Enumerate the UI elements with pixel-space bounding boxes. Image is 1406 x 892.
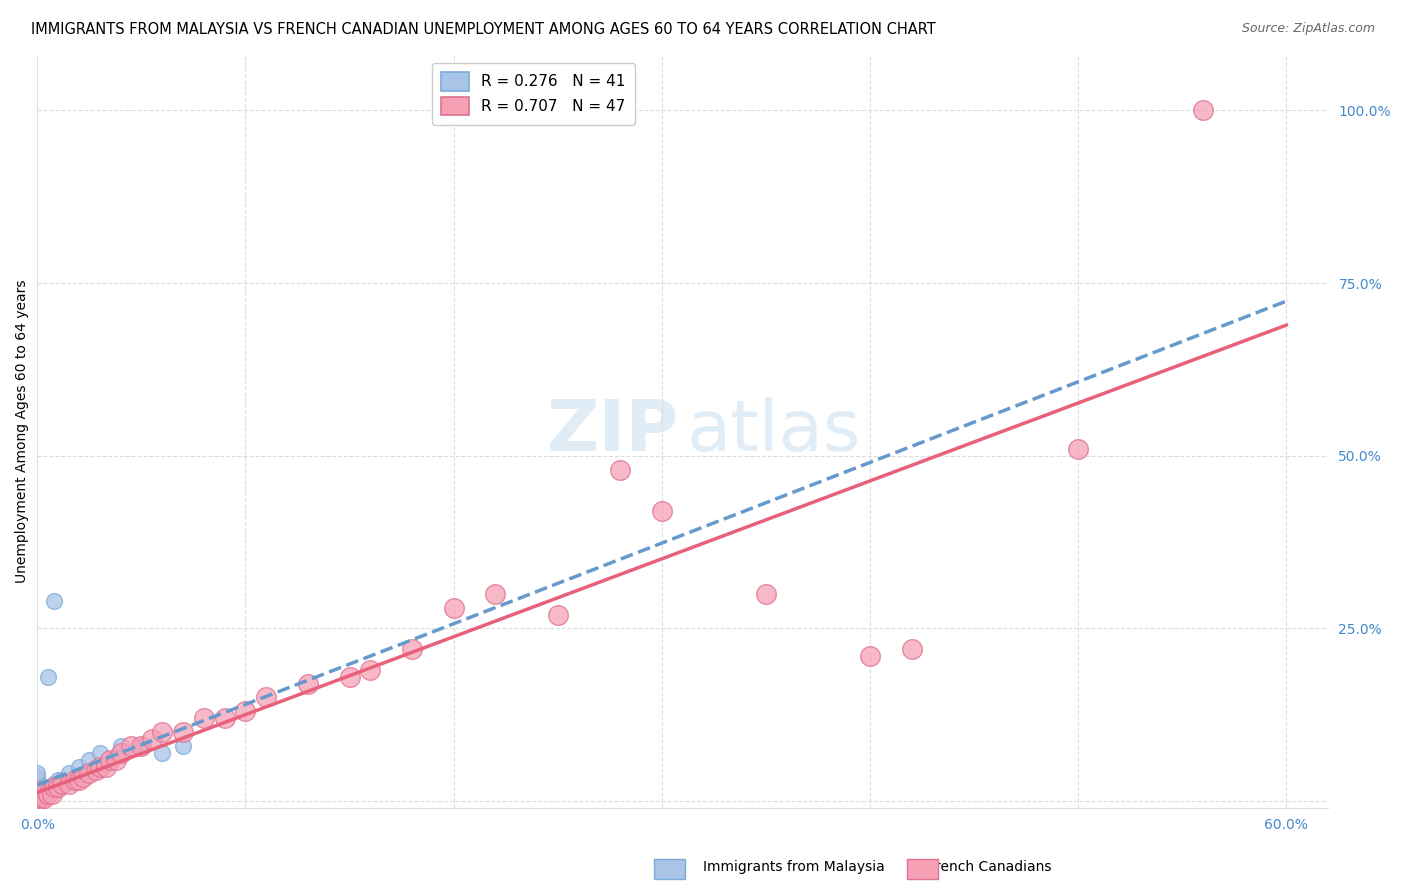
- Point: [72, 770, 94, 784]
- Point: [37, 787, 59, 801]
- Text: Source: ZipAtlas.com: Source: ZipAtlas.com: [1241, 22, 1375, 36]
- Legend: R = 0.276   N = 41, R = 0.707   N = 47: R = 0.276 N = 41, R = 0.707 N = 47: [432, 62, 634, 125]
- Text: French Canadians: French Canadians: [928, 860, 1052, 874]
- Point: [67, 773, 90, 788]
- Point: [42, 777, 65, 791]
- Point: [27, 789, 49, 803]
- Point: [27, 770, 49, 784]
- Point: [609, 462, 631, 476]
- Point: [27, 794, 49, 808]
- Point: [27, 794, 49, 808]
- Point: [484, 587, 506, 601]
- Point: [172, 725, 194, 739]
- Point: [46, 780, 69, 795]
- Point: [1067, 442, 1090, 456]
- Point: [150, 725, 173, 739]
- Point: [32, 780, 55, 795]
- Point: [94, 759, 117, 773]
- Point: [58, 777, 80, 791]
- Point: [32, 790, 55, 805]
- Point: [651, 504, 673, 518]
- Point: [27, 780, 49, 795]
- Text: IMMIGRANTS FROM MALAYSIA VS FRENCH CANADIAN UNEMPLOYMENT AMONG AGES 60 TO 64 YEA: IMMIGRANTS FROM MALAYSIA VS FRENCH CANAD…: [31, 22, 935, 37]
- Point: [859, 648, 882, 663]
- Point: [27, 794, 49, 808]
- Point: [110, 739, 132, 753]
- Point: [1192, 103, 1215, 118]
- Point: [297, 676, 319, 690]
- Point: [51, 777, 73, 791]
- Point: [32, 790, 55, 805]
- Point: [27, 794, 49, 808]
- Point: [46, 780, 69, 795]
- Point: [27, 794, 49, 808]
- Point: [31, 787, 53, 801]
- Point: [131, 739, 153, 753]
- Point: [27, 794, 49, 808]
- Point: [27, 777, 49, 791]
- Point: [46, 773, 69, 788]
- Point: [339, 670, 361, 684]
- Point: [110, 746, 132, 760]
- Point: [27, 794, 49, 808]
- Point: [38, 780, 60, 795]
- Point: [98, 753, 121, 767]
- Point: [67, 759, 90, 773]
- Point: [37, 783, 59, 797]
- Point: [27, 787, 49, 801]
- Point: [79, 753, 101, 767]
- Point: [150, 746, 173, 760]
- Point: [27, 790, 49, 805]
- Point: [755, 587, 778, 601]
- Point: [900, 642, 922, 657]
- Point: [41, 787, 63, 801]
- Point: [27, 790, 49, 805]
- Point: [27, 783, 49, 797]
- Point: [42, 780, 65, 795]
- Point: [27, 794, 49, 808]
- Point: [547, 607, 569, 622]
- Point: [172, 739, 194, 753]
- Point: [131, 739, 153, 753]
- Point: [193, 711, 215, 725]
- Point: [27, 794, 49, 808]
- Point: [27, 773, 49, 788]
- Point: [214, 711, 236, 725]
- Point: [254, 690, 277, 705]
- Text: atlas: atlas: [686, 397, 860, 466]
- Point: [37, 670, 59, 684]
- Point: [89, 759, 111, 773]
- Point: [63, 773, 86, 788]
- Point: [51, 773, 73, 788]
- Point: [58, 766, 80, 780]
- Point: [27, 780, 49, 795]
- Point: [27, 787, 49, 801]
- Point: [27, 794, 49, 808]
- Point: [27, 787, 49, 801]
- Point: [79, 766, 101, 780]
- Text: ZIP: ZIP: [547, 397, 679, 466]
- Point: [42, 594, 65, 608]
- Point: [89, 746, 111, 760]
- Point: [27, 789, 49, 803]
- Point: [27, 783, 49, 797]
- Point: [27, 794, 49, 808]
- Point: [120, 739, 142, 753]
- Point: [105, 753, 128, 767]
- Point: [235, 704, 257, 718]
- Point: [401, 642, 423, 657]
- Point: [141, 731, 163, 746]
- Point: [27, 794, 49, 808]
- Point: [27, 766, 49, 780]
- Point: [443, 600, 465, 615]
- Y-axis label: Unemployment Among Ages 60 to 64 years: Unemployment Among Ages 60 to 64 years: [15, 280, 30, 583]
- Point: [84, 763, 107, 777]
- Point: [27, 790, 49, 805]
- Point: [359, 663, 381, 677]
- Text: Immigrants from Malaysia: Immigrants from Malaysia: [703, 860, 884, 874]
- Point: [27, 794, 49, 808]
